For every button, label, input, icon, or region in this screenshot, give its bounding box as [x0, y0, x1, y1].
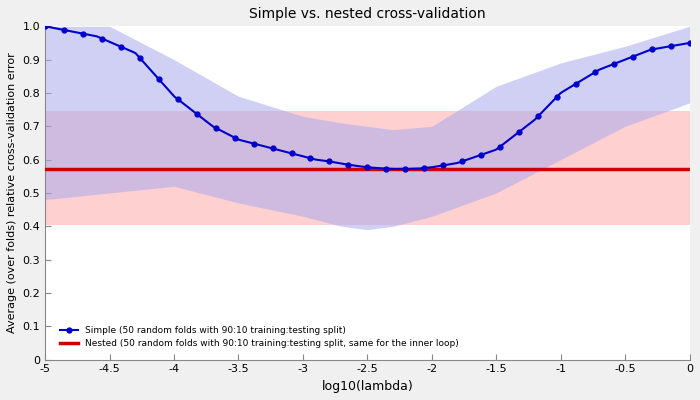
Title: Simple vs. nested cross-validation: Simple vs. nested cross-validation: [249, 7, 486, 21]
Legend: Simple (50 random folds with 90:10 training:testing split), Nested (50 random fo: Simple (50 random folds with 90:10 train…: [56, 322, 462, 352]
Y-axis label: Average (over folds) relative cross-validation error: Average (over folds) relative cross-vali…: [7, 52, 17, 333]
X-axis label: log10(lambda): log10(lambda): [321, 380, 413, 393]
